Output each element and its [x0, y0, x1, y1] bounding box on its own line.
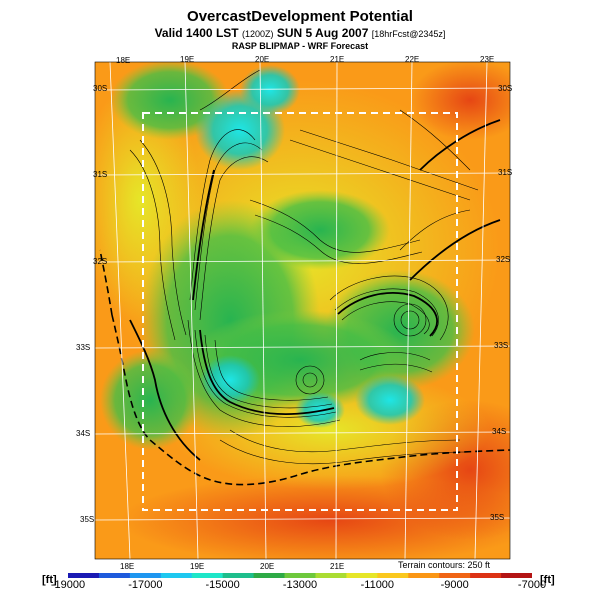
lat-label-left: 32S [93, 257, 108, 266]
lon-label-top: 19E [180, 55, 195, 64]
terrain-contours [129, 69, 479, 465]
colorbar-tick-label: -11000 [360, 579, 395, 591]
lon-label-top: 22E [405, 55, 420, 64]
colorbar-swatch [346, 573, 378, 578]
lon-label-top: 20E [255, 55, 270, 64]
lat-label-right: 31S [498, 168, 513, 177]
lon-label-top: 23E [480, 55, 495, 64]
colorbar-tick-label: -13000 [282, 579, 318, 591]
lon-label-top: 21E [330, 55, 345, 64]
lat-label-right: 30S [498, 84, 513, 93]
forecast-run: [18hrFcst@2345z] [371, 29, 446, 39]
colorbar-swatch [284, 573, 316, 578]
colorbar-swatch [222, 573, 255, 578]
shaded-field [95, 62, 510, 559]
colorbar-swatch [501, 573, 532, 578]
colorbar-tick-label: -17000 [128, 579, 163, 591]
lat-label-left: 30S [93, 84, 108, 93]
colorbar-swatch [315, 573, 347, 578]
colorbar-swatch [253, 573, 286, 578]
utc-time: (1200Z) [241, 29, 274, 39]
forecast-date: SUN 5 Aug 2007 [276, 26, 369, 40]
lon-label-top: 18E [116, 56, 131, 65]
model-line: RASP BLIPMAP - WRF Forecast [231, 41, 369, 51]
inner-domain-box [142, 112, 458, 511]
lat-label-left: 33S [76, 343, 91, 352]
colorbar-tick-label: -9000 [440, 579, 469, 591]
colorbar-swatch [68, 573, 100, 578]
map-title: OvercastDevelopment Potential [187, 8, 413, 25]
colorbar-swatch [191, 573, 224, 578]
colorbar-swatch [98, 573, 131, 578]
lon-label-bottom: 20E [260, 562, 275, 571]
colorbar [68, 573, 532, 578]
colorbar-unit-right: [ft] [540, 574, 555, 586]
colorbar-tick-label: -19000 [50, 579, 86, 591]
colorbar-swatch [470, 573, 502, 578]
colorbar-swatch [129, 573, 162, 578]
terrain-contour-note: Terrain contours: 250 ft [398, 560, 491, 570]
colorbar-swatch [408, 573, 440, 578]
lat-label-left: 31S [93, 170, 108, 179]
lat-label-right: 35S [490, 513, 505, 522]
lat-label-right: 34S [492, 427, 507, 436]
map-subtitle: Valid 1400 LST (1200Z) SUN 5 Aug 2007 [1… [0, 26, 600, 40]
lon-label-bottom: 21E [330, 562, 345, 571]
lat-label-left: 34S [76, 429, 91, 438]
valid-time: Valid 1400 LST [154, 26, 239, 40]
colorbar-swatch [160, 573, 193, 578]
map-frame [94, 61, 511, 560]
lat-label-right: 33S [494, 341, 509, 350]
lat-label-right: 32S [496, 255, 511, 264]
lon-label-bottom: 19E [190, 562, 205, 571]
colorbar-swatch [377, 573, 409, 578]
colorbar-swatch [439, 573, 471, 578]
coastline [111, 314, 510, 486]
graticule [94, 61, 511, 560]
lon-label-bottom: 18E [120, 562, 135, 571]
colorbar-tick-label: -7000 [517, 579, 547, 591]
colorbar-unit-left: [ft] [42, 574, 57, 586]
lat-label-left: 35S [80, 515, 95, 524]
colorbar-tick-label: -15000 [205, 579, 240, 591]
